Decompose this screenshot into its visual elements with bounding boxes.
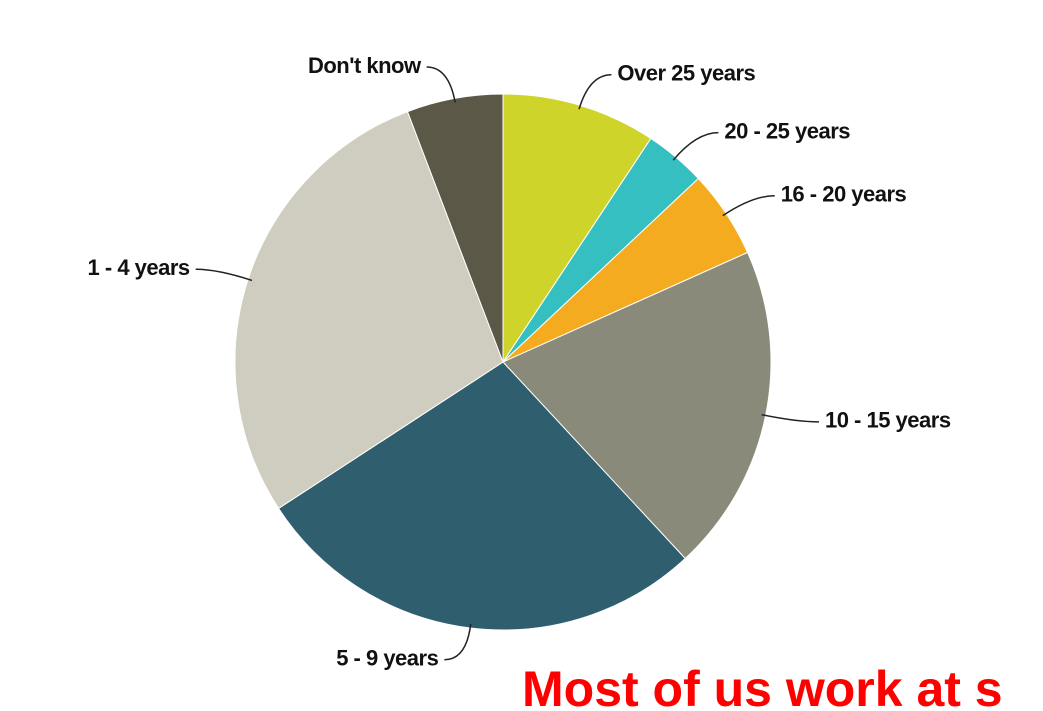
leader-line xyxy=(578,73,612,110)
slice-label: 16 - 20 years xyxy=(781,182,907,207)
leader-line xyxy=(761,413,819,423)
annotation: Most of us work at s xyxy=(522,661,1003,711)
leader-line xyxy=(672,131,719,161)
leader-line xyxy=(426,66,456,103)
slice-label: 10 - 15 years xyxy=(825,408,951,433)
slice-label: 20 - 25 years xyxy=(724,118,850,143)
leader-line xyxy=(444,623,472,661)
slice-label: 5 - 9 years xyxy=(336,646,438,671)
leader-line xyxy=(722,194,775,217)
slice-label: Over 25 years xyxy=(617,61,755,86)
slice-label: 1 - 4 years xyxy=(88,255,190,280)
slice-label: Don't know xyxy=(308,53,422,78)
leader-line xyxy=(195,268,253,282)
